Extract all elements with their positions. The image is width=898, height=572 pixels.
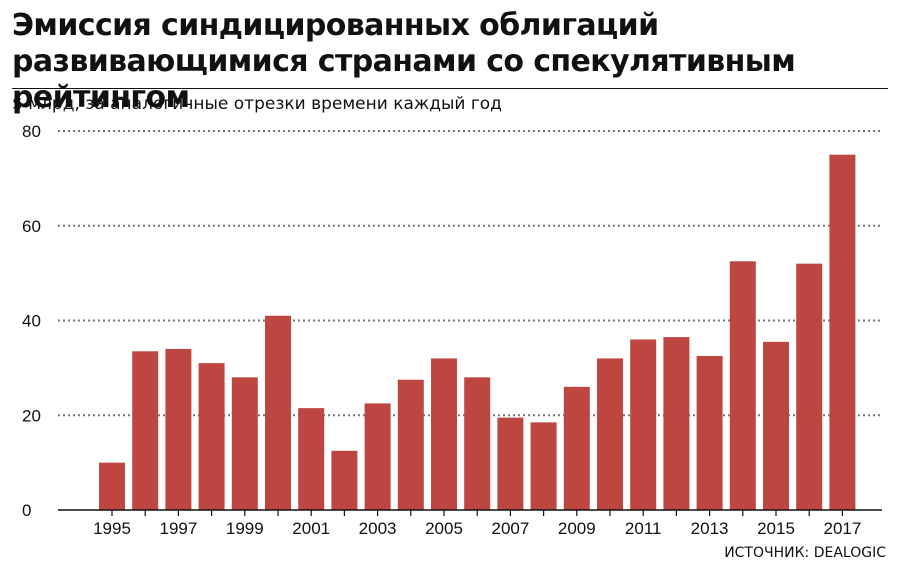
bar-2017 xyxy=(829,154,856,510)
y-tick-label-60: 60 xyxy=(22,217,41,236)
y-tick-label-80: 80 xyxy=(22,122,41,141)
x-tick-label-2005: 2005 xyxy=(425,519,463,538)
source-note: ИСТОЧНИК: DEALOGIC xyxy=(724,545,886,561)
bar-2005 xyxy=(431,358,457,510)
chart-title: Эмиссия синдицированных облигаций развив… xyxy=(12,8,796,115)
x-tick-label-2009: 2009 xyxy=(558,519,596,538)
x-tick-label-1999: 1999 xyxy=(226,519,264,538)
bars xyxy=(99,154,856,510)
y-tick-label-20: 20 xyxy=(22,406,41,425)
bar-2011 xyxy=(630,339,657,510)
title-divider xyxy=(12,88,888,89)
bar-2006 xyxy=(464,377,491,510)
bar-2012 xyxy=(663,337,690,510)
y-axis-ticks: 0 20 40 60 80 xyxy=(22,122,41,520)
bar-2007 xyxy=(497,417,524,510)
x-tick-label-2017: 2017 xyxy=(823,519,861,538)
x-axis-ticks: 1995 1997 1999 2001 2003 2005 2007 2009 2011 2013… xyxy=(93,510,861,538)
x-tick-label-2001: 2001 xyxy=(292,519,330,538)
bar-1995 xyxy=(99,462,125,510)
x-tick-label-1995: 1995 xyxy=(93,519,131,538)
bar-2014 xyxy=(729,261,756,510)
x-tick-label-2011: 2011 xyxy=(625,519,662,538)
bar-2000 xyxy=(265,315,291,510)
bar-2013 xyxy=(696,356,723,510)
bar-1998 xyxy=(198,363,225,510)
bar-2009 xyxy=(563,386,590,510)
bar-2010 xyxy=(597,358,623,510)
bar-1996 xyxy=(132,351,159,510)
y-tick-label-40: 40 xyxy=(22,312,41,331)
bar-1999 xyxy=(231,377,258,510)
chart-subtitle: $ млрд, за аналогичные отрезки времени к… xyxy=(12,94,502,114)
bar-2004 xyxy=(397,379,424,510)
bar-2008 xyxy=(530,422,557,510)
bar-2016 xyxy=(796,263,823,510)
bar-1997 xyxy=(165,348,192,510)
x-tick-label-1997: 1997 xyxy=(159,519,197,538)
x-tick-label-2015: 2015 xyxy=(757,519,795,538)
x-tick-label-2013: 2013 xyxy=(691,519,729,538)
bar-2003 xyxy=(364,403,391,510)
x-tick-label-2007: 2007 xyxy=(491,519,529,538)
x-tick-label-2003: 2003 xyxy=(359,519,397,538)
bar-2002 xyxy=(331,450,358,510)
bar-2001 xyxy=(298,408,325,510)
y-tick-label-0: 0 xyxy=(22,501,31,520)
bar-2015 xyxy=(763,341,789,510)
